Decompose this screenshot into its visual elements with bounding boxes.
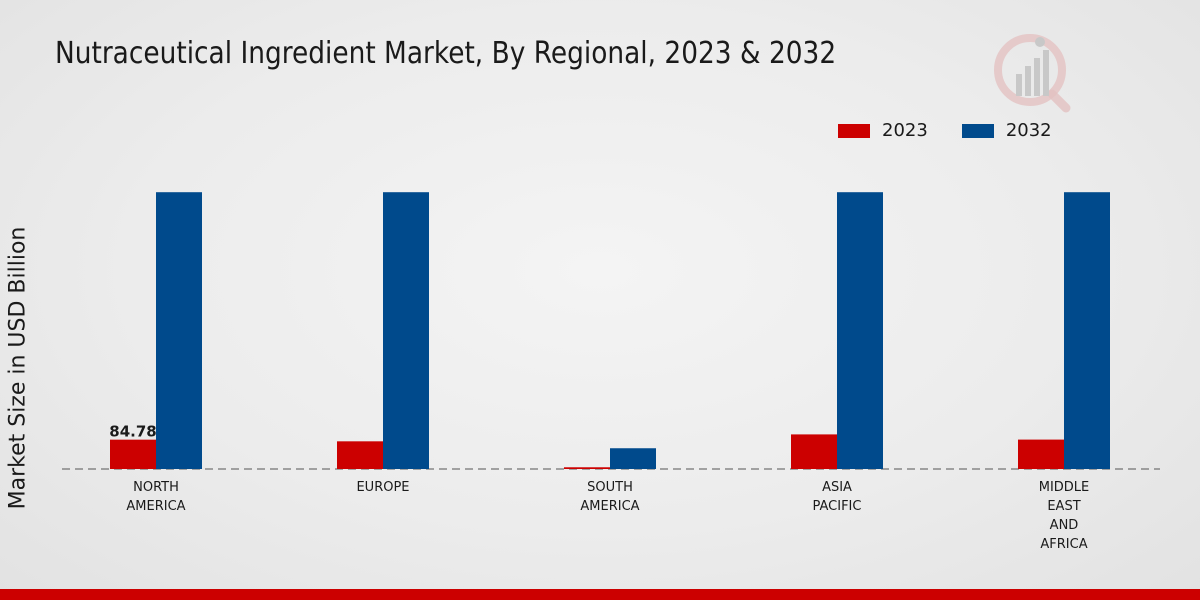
data-label-0: 84.78 xyxy=(109,423,156,441)
x-tick-label-3: ASIA PACIFIC xyxy=(813,480,862,514)
legend-swatch-2032 xyxy=(961,123,994,138)
legend-label-2032: 2032 xyxy=(1005,120,1052,141)
chart-title: Nutraceutical Ingredient Market, By Regi… xyxy=(55,36,837,71)
x-tick-label-2: SOUTH AMERICA xyxy=(580,480,639,514)
bar-2023-2 xyxy=(564,467,610,469)
legend-label-2023: 2023 xyxy=(882,120,928,141)
legend-item-2023: 2023 xyxy=(838,120,928,141)
bar-2032-4 xyxy=(1064,192,1110,469)
footer-bar xyxy=(0,589,1200,600)
x-tick-label-1: EUROPE xyxy=(356,480,409,495)
chart-legend: 2023 2032 xyxy=(838,120,1086,141)
bar-2032-0 xyxy=(156,192,202,469)
bar-2023-0 xyxy=(110,439,156,469)
x-tick-label-0: NORTH AMERICA xyxy=(126,480,185,514)
legend-swatch-2023 xyxy=(838,123,870,138)
bar-2032-1 xyxy=(383,192,429,469)
x-tick-label-4: MIDDLE EAST AND AFRICA xyxy=(1039,480,1090,552)
bar-2032-2 xyxy=(610,448,656,469)
bar-2023-4 xyxy=(1018,439,1064,469)
legend-item-2032: 2032 xyxy=(961,120,1052,141)
bar-2032-3 xyxy=(837,192,883,469)
watermark-logo-icon xyxy=(994,34,1071,113)
bar-2023-1 xyxy=(337,441,383,469)
bar-2023-3 xyxy=(791,434,837,469)
